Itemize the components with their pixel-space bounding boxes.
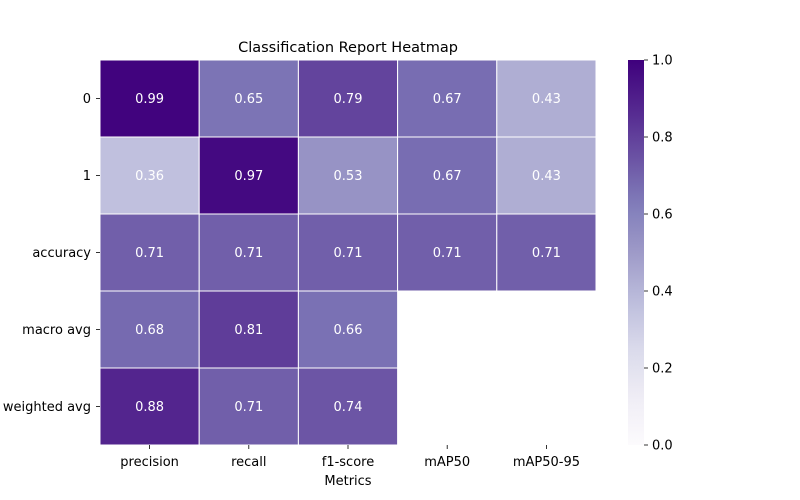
heatmap-cell bbox=[496, 136, 597, 215]
cell-value-label: 0.53 bbox=[334, 169, 363, 184]
colorbar-tick-label: 0.4 bbox=[652, 285, 673, 300]
colorbar-gradient bbox=[628, 60, 644, 445]
cell-value-label: 0.79 bbox=[334, 92, 363, 107]
y-tick-label: weighted avg bbox=[3, 400, 91, 415]
y-tick-label: 0 bbox=[83, 92, 91, 107]
x-tick-label: precision bbox=[120, 455, 179, 470]
heatmap-cell bbox=[198, 290, 299, 369]
x-tick-label: recall bbox=[231, 455, 266, 470]
cell-value-label: 0.43 bbox=[532, 92, 561, 107]
heatmap-cell bbox=[297, 213, 399, 292]
heatmap-cell bbox=[198, 59, 299, 138]
colorbar-tick-label: 0.8 bbox=[652, 131, 673, 146]
heatmap-cell bbox=[496, 213, 597, 292]
heatmap-cell bbox=[99, 136, 200, 215]
cell-value-label: 0.66 bbox=[334, 323, 363, 338]
heatmap-cell bbox=[297, 136, 399, 215]
y-axis-ticks: 0 1 accuracy macro avg weighted avg bbox=[3, 92, 100, 415]
cell-value-label: 0.74 bbox=[334, 400, 363, 415]
colorbar-tick-label: 0.6 bbox=[652, 208, 673, 223]
heatmap-cell bbox=[99, 367, 200, 446]
cell-value-label: 0.81 bbox=[234, 323, 263, 338]
cell-value-label: 0.71 bbox=[234, 246, 263, 261]
cell-annotations: 0.99 0.65 0.79 0.67 0.43 0.36 0.97 0.53 0.67 0.43… bbox=[135, 92, 561, 415]
cell-value-label: 0.97 bbox=[234, 169, 263, 184]
heatmap-cell bbox=[297, 59, 399, 138]
cell-value-label: 0.71 bbox=[532, 246, 561, 261]
heatmap-cell bbox=[198, 213, 299, 292]
heatmap-cell bbox=[99, 59, 200, 138]
cell-value-label: 0.71 bbox=[234, 400, 263, 415]
colorbar-tick-label: 1.0 bbox=[652, 54, 673, 69]
cell-value-label: 0.65 bbox=[234, 92, 263, 107]
heatmap-cells bbox=[99, 59, 597, 446]
colorbar-tick-label: 0.2 bbox=[652, 362, 673, 377]
x-tick-label: mAP50-95 bbox=[513, 455, 580, 470]
y-tick-label: 1 bbox=[83, 169, 91, 184]
heatmap-cell bbox=[397, 59, 498, 138]
cell-value-label: 0.36 bbox=[135, 169, 164, 184]
heatmap-cell bbox=[198, 367, 299, 446]
heatmap-cell bbox=[397, 213, 498, 292]
colorbar: 0.0 0.2 0.4 0.6 0.8 1.0 bbox=[628, 54, 673, 454]
heatmap-cell bbox=[297, 367, 399, 446]
cell-value-label: 0.99 bbox=[135, 92, 164, 107]
x-tick-label: f1-score bbox=[322, 455, 374, 470]
colorbar-tick-label: 0.0 bbox=[652, 439, 673, 454]
y-tick-label: macro avg bbox=[22, 323, 91, 338]
y-tick-label: accuracy bbox=[32, 246, 91, 261]
cell-value-label: 0.71 bbox=[334, 246, 363, 261]
cell-value-label: 0.71 bbox=[135, 246, 164, 261]
chart-title: Classification Report Heatmap bbox=[238, 40, 458, 56]
heatmap-cell bbox=[496, 59, 597, 138]
x-tick-label: mAP50 bbox=[424, 455, 470, 470]
cell-value-label: 0.67 bbox=[433, 92, 462, 107]
x-axis-ticks: precision recall f1-score mAP50 mAP50-95 bbox=[120, 445, 580, 470]
cell-value-label: 0.68 bbox=[135, 323, 164, 338]
cell-value-label: 0.43 bbox=[532, 169, 561, 184]
cell-value-label: 0.88 bbox=[135, 400, 164, 415]
x-axis-label: Metrics bbox=[324, 474, 371, 489]
cell-value-label: 0.67 bbox=[433, 169, 462, 184]
cell-value-label: 0.71 bbox=[433, 246, 462, 261]
heatmap-cell bbox=[297, 290, 399, 369]
